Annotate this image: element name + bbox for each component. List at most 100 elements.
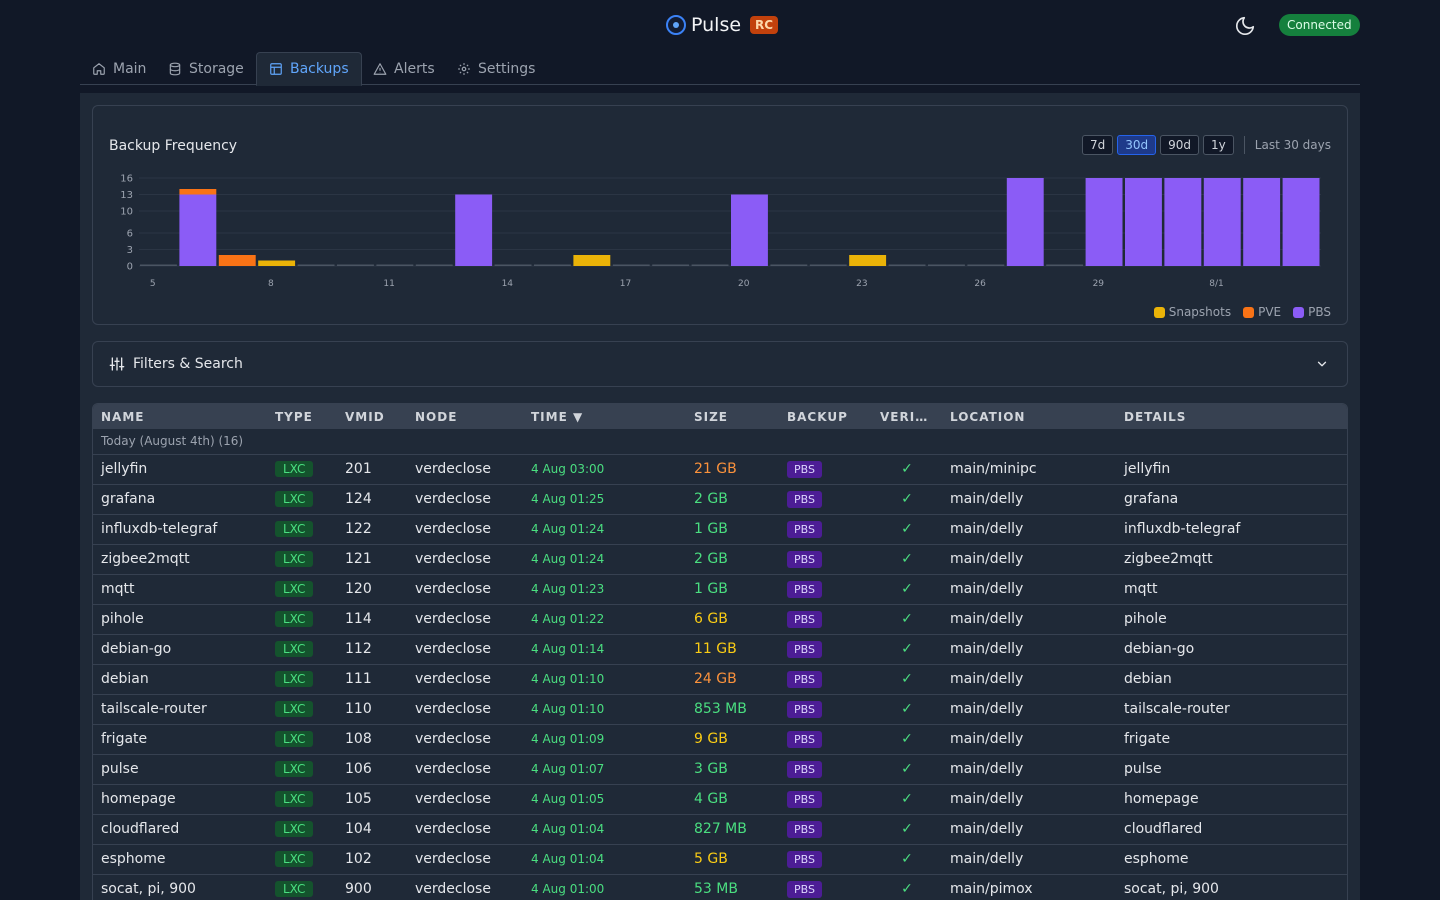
- tab-backups[interactable]: Backups: [256, 52, 362, 86]
- bar-empty-22[interactable]: [809, 264, 847, 267]
- bar-empty-9[interactable]: [297, 264, 335, 267]
- bar-empty-24[interactable]: [888, 264, 926, 267]
- legend-item-snapshots[interactable]: Snapshots: [1153, 305, 1231, 319]
- moon-icon[interactable]: [1234, 15, 1256, 37]
- column-header-type[interactable]: TYPE: [267, 404, 337, 429]
- cell-backup: PBS: [779, 814, 872, 845]
- legend-item-pve[interactable]: PVE: [1243, 305, 1281, 319]
- bar-empty-15[interactable]: [534, 264, 571, 267]
- table-row[interactable]: tailscale-router LXC 110 verdeclose 4 Aug 01…: [93, 694, 1347, 725]
- bar-pbs-8/1[interactable]: [1203, 178, 1241, 266]
- bar-empty-25[interactable]: [928, 264, 965, 267]
- tab-storage[interactable]: Storage: [156, 52, 256, 85]
- bar-empty-12[interactable]: [415, 264, 453, 267]
- range-90d-button[interactable]: 90d: [1160, 135, 1200, 155]
- column-header-node[interactable]: NODE: [407, 404, 523, 429]
- cell-vmid: 110: [337, 694, 407, 725]
- column-header-backup[interactable]: BACKUP: [779, 404, 872, 429]
- cell-details: zigbee2mqtt: [1116, 544, 1347, 575]
- bar-empty-10[interactable]: [337, 264, 374, 267]
- legend-item-pbs[interactable]: PBS: [1293, 305, 1331, 319]
- table-row[interactable]: homepage LXC 105 verdeclose 4 Aug 01:05 4 GB P…: [93, 784, 1347, 815]
- bar-pbs-6[interactable]: [179, 194, 217, 267]
- bar-empty-19[interactable]: [691, 264, 729, 267]
- bar-pbs-31[interactable]: [1164, 178, 1202, 266]
- cell-details: socat, pi, 900: [1116, 874, 1347, 900]
- column-header-details[interactable]: DETAILS: [1116, 404, 1347, 429]
- bar-pve-7[interactable]: [218, 255, 256, 266]
- date-group-row[interactable]: Today (August 4th) (16): [93, 429, 1347, 455]
- bar-empty-11[interactable]: [376, 264, 414, 267]
- backup-badge: PBS: [787, 490, 822, 508]
- range-30d-button[interactable]: 30d: [1117, 135, 1157, 155]
- bar-empty-21[interactable]: [770, 264, 808, 267]
- bar-pbs-2[interactable]: [1243, 178, 1281, 266]
- column-header-vmid[interactable]: VMID: [337, 404, 407, 429]
- column-header-location[interactable]: LOCATION: [942, 404, 1116, 429]
- column-header-name[interactable]: NAME: [93, 404, 267, 429]
- bar-snapshots-8[interactable]: [258, 260, 296, 267]
- bar-pbs-30[interactable]: [1125, 178, 1162, 266]
- column-header-verified[interactable]: VERI…: [872, 404, 942, 429]
- cell-size: 827 MB: [686, 814, 779, 845]
- table-row[interactable]: pulse LXC 106 verdeclose 4 Aug 01:07 3 GB PBS ✓…: [93, 754, 1347, 785]
- bar-snapshots-23[interactable]: [849, 255, 887, 266]
- column-header-time[interactable]: TIME ▼: [523, 404, 686, 429]
- column-header-size[interactable]: SIZE: [686, 404, 779, 429]
- bar-pbs-29[interactable]: [1085, 178, 1123, 266]
- cell-name: influxdb-telegraf: [93, 514, 267, 545]
- type-badge: LXC: [275, 581, 314, 597]
- bar-empty-26[interactable]: [967, 264, 1005, 267]
- table-row[interactable]: zigbee2mqtt LXC 121 verdeclose 4 Aug 01:24 2 …: [93, 544, 1347, 575]
- bar-snapshots-16[interactable]: [573, 255, 611, 266]
- table-row[interactable]: mqtt LXC 120 verdeclose 4 Aug 01:23 1 GB PBS ✓ m…: [93, 574, 1347, 605]
- cell-name: zigbee2mqtt: [93, 544, 267, 575]
- filters-search-toggle[interactable]: Filters & Search: [92, 341, 1348, 387]
- cell-location: main/minipc: [942, 454, 1116, 485]
- tab-alerts[interactable]: Alerts: [361, 52, 447, 85]
- cell-verified: ✓: [872, 604, 942, 635]
- bar-empty-17[interactable]: [612, 264, 650, 267]
- cell-size: 24 GB: [686, 664, 779, 695]
- backup-badge: PBS: [787, 850, 822, 868]
- table-row[interactable]: cloudflared LXC 104 verdeclose 4 Aug 01:04 82…: [93, 814, 1347, 845]
- table-row[interactable]: debian LXC 111 verdeclose 4 Aug 01:10 24 GB PB…: [93, 664, 1347, 695]
- bar-empty-5[interactable]: [140, 264, 177, 267]
- table-row[interactable]: esphome LXC 102 verdeclose 4 Aug 01:04 5 GB PB…: [93, 844, 1347, 875]
- bar-empty-18[interactable]: [652, 264, 690, 267]
- y-tick-label: 6: [127, 229, 133, 240]
- cell-details: mqtt: [1116, 574, 1347, 605]
- cell-location: main/delly: [942, 844, 1116, 875]
- bar-empty-14[interactable]: [494, 264, 532, 267]
- table-row[interactable]: influxdb-telegraf LXC 122 verdeclose 4 Aug 0…: [93, 514, 1347, 545]
- tab-label: Settings: [478, 60, 536, 77]
- chevron-down-icon[interactable]: [1315, 357, 1329, 371]
- bar-pbs-3[interactable]: [1282, 178, 1320, 266]
- cell-type: LXC: [267, 634, 337, 665]
- tab-main[interactable]: Main: [80, 52, 158, 85]
- cell-verified: ✓: [872, 454, 942, 485]
- table-row[interactable]: grafana LXC 124 verdeclose 4 Aug 01:25 2 GB PB…: [93, 484, 1347, 515]
- cell-details: jellyfin: [1116, 454, 1347, 485]
- bar-empty-28[interactable]: [1046, 264, 1084, 267]
- cell-vmid: 102: [337, 844, 407, 875]
- backup-badge: PBS: [787, 640, 822, 658]
- bar-pbs-27[interactable]: [1006, 178, 1044, 266]
- table-row[interactable]: frigate LXC 108 verdeclose 4 Aug 01:09 9 GB PB…: [93, 724, 1347, 755]
- bar-pve-6[interactable]: [179, 189, 217, 195]
- x-tick-label: 14: [502, 279, 514, 289]
- brand[interactable]: Pulse RC: [666, 14, 779, 36]
- cell-backup: PBS: [779, 574, 872, 605]
- range-7d-button[interactable]: 7d: [1081, 135, 1114, 155]
- bar-pbs-13[interactable]: [455, 194, 493, 267]
- x-tick-label: 29: [1093, 279, 1105, 289]
- cell-location: main/delly: [942, 814, 1116, 845]
- range-1y-button[interactable]: 1y: [1203, 135, 1234, 155]
- x-tick-label: 26: [974, 279, 986, 289]
- table-row[interactable]: debian-go LXC 112 verdeclose 4 Aug 01:14 11 G…: [93, 634, 1347, 665]
- table-row[interactable]: socat, pi, 900 LXC 900 verdeclose 4 Aug 01:0…: [93, 874, 1347, 900]
- table-row[interactable]: pihole LXC 114 verdeclose 4 Aug 01:22 6 GB PBS…: [93, 604, 1347, 635]
- table-row[interactable]: jellyfin LXC 201 verdeclose 4 Aug 03:00 21 GB…: [93, 454, 1347, 485]
- tab-settings[interactable]: Settings: [445, 52, 547, 85]
- bar-pbs-20[interactable]: [731, 194, 768, 267]
